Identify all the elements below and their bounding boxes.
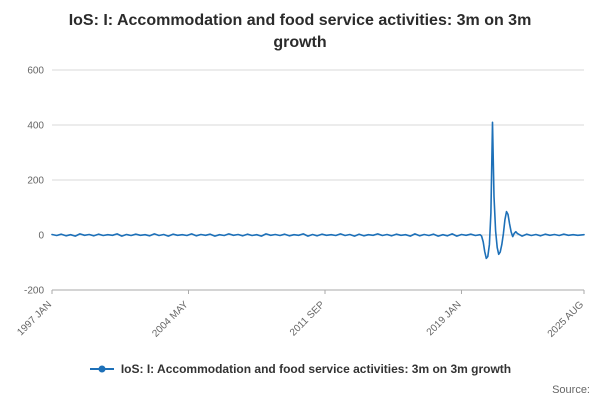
x-tick-label: 2004 MAY: [150, 299, 191, 340]
x-tick-label: 1997 JAN: [15, 299, 54, 338]
chart-canvas: -200 0 200 400 600 1997 JAN 2004 MAY 2011 SEP 20…: [15, 66, 587, 340]
source-note: Source:: [552, 384, 590, 396]
y-tick-label: 600: [27, 66, 44, 77]
y-tick-label: 200: [27, 176, 44, 187]
legend-item[interactable]: IoS: I: Accommodation and food service a…: [89, 362, 511, 376]
y-tick-label: 0: [38, 231, 44, 242]
legend-line-marker: [89, 365, 114, 373]
y-tick-label: 400: [27, 121, 44, 132]
x-tick-label: 2019 JAN: [425, 299, 464, 338]
x-tick-label: 2011 SEP: [288, 299, 327, 338]
legend: IoS: I: Accommodation and food service a…: [0, 362, 600, 376]
chart-title: IoS: I: Accommodation and food service a…: [68, 12, 532, 51]
legend-marker-dot: [98, 365, 106, 373]
legend-label: IoS: I: Accommodation and food service a…: [120, 362, 512, 376]
x-tick-label: 2025 AUG: [546, 299, 587, 340]
line-chart: -200 0 200 400 600 1997 JAN 2004 MAY 2011 SEP 20…: [0, 56, 600, 348]
y-tick-label: -200: [24, 286, 44, 297]
series-line: [51, 121, 585, 260]
